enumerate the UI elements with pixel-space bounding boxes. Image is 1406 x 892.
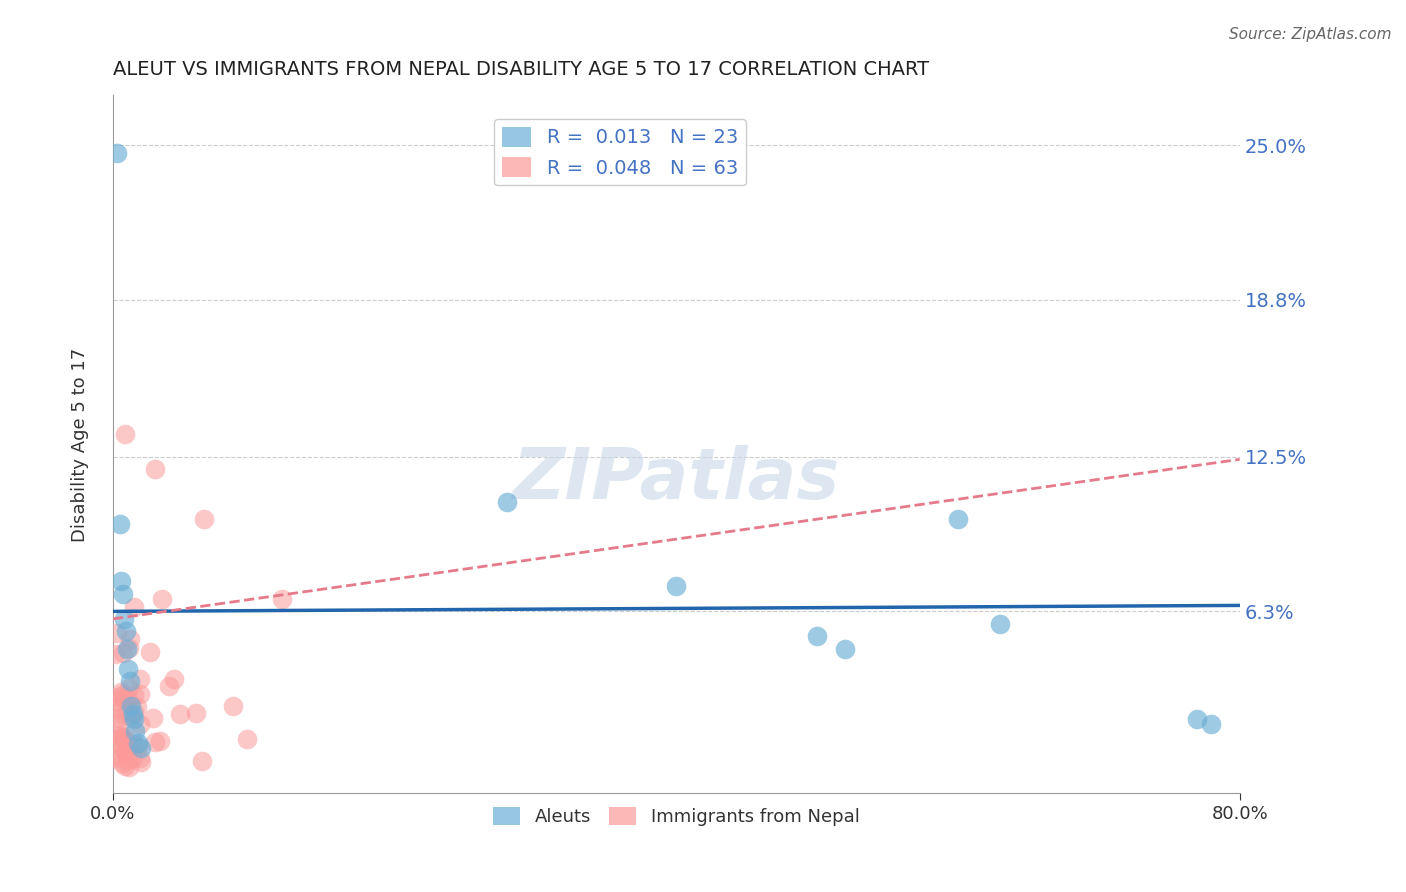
Point bbox=[114, 692, 136, 706]
Point bbox=[108, 731, 131, 745]
Point bbox=[118, 681, 141, 696]
Point bbox=[110, 730, 132, 744]
Point bbox=[121, 751, 143, 765]
Point bbox=[105, 145, 128, 160]
Point bbox=[127, 700, 149, 714]
Point bbox=[665, 579, 688, 593]
Point bbox=[111, 756, 134, 770]
Point bbox=[129, 755, 152, 769]
Point bbox=[108, 728, 131, 742]
Point bbox=[127, 739, 149, 753]
Point bbox=[117, 706, 139, 720]
Point bbox=[163, 672, 186, 686]
Point bbox=[114, 758, 136, 772]
Point bbox=[118, 674, 141, 689]
Point bbox=[118, 641, 141, 656]
Point bbox=[129, 672, 152, 686]
Point bbox=[124, 724, 146, 739]
Point bbox=[169, 706, 191, 721]
Point bbox=[111, 731, 134, 746]
Point bbox=[115, 693, 138, 707]
Point bbox=[114, 730, 136, 744]
Point bbox=[111, 688, 134, 702]
Point bbox=[191, 755, 214, 769]
Point bbox=[114, 426, 136, 441]
Point bbox=[129, 750, 152, 764]
Point bbox=[118, 760, 141, 774]
Point bbox=[149, 734, 172, 748]
Point bbox=[114, 744, 136, 758]
Point bbox=[104, 751, 127, 765]
Point bbox=[110, 738, 132, 752]
Point bbox=[110, 685, 132, 699]
Point bbox=[114, 734, 136, 748]
Point bbox=[112, 646, 135, 660]
Point bbox=[1201, 716, 1223, 731]
Point bbox=[270, 591, 292, 606]
Point bbox=[221, 699, 243, 714]
Point bbox=[142, 711, 165, 725]
Point bbox=[115, 691, 138, 706]
Point bbox=[122, 737, 145, 751]
Point bbox=[122, 599, 145, 614]
Point bbox=[117, 753, 139, 767]
Point bbox=[157, 679, 180, 693]
Point bbox=[988, 616, 1011, 631]
Point bbox=[129, 687, 152, 701]
Point bbox=[104, 694, 127, 708]
Point bbox=[108, 716, 131, 731]
Point bbox=[112, 612, 135, 626]
Point bbox=[110, 574, 132, 589]
Point bbox=[104, 647, 127, 661]
Point bbox=[121, 706, 143, 721]
Point bbox=[115, 641, 138, 656]
Point bbox=[122, 712, 145, 726]
Text: ALEUT VS IMMIGRANTS FROM NEPAL DISABILITY AGE 5 TO 17 CORRELATION CHART: ALEUT VS IMMIGRANTS FROM NEPAL DISABILIT… bbox=[112, 60, 929, 78]
Point bbox=[127, 737, 149, 751]
Point bbox=[122, 705, 145, 719]
Point bbox=[103, 747, 125, 762]
Point bbox=[107, 711, 129, 725]
Point bbox=[111, 587, 134, 601]
Point bbox=[121, 711, 143, 725]
Point bbox=[139, 645, 162, 659]
Point bbox=[120, 699, 142, 714]
Point bbox=[105, 700, 128, 714]
Point bbox=[118, 632, 141, 646]
Text: ZIPatlas: ZIPatlas bbox=[513, 445, 839, 514]
Point bbox=[128, 717, 150, 731]
Point bbox=[1187, 712, 1209, 726]
Point bbox=[129, 741, 152, 756]
Point bbox=[122, 688, 145, 702]
Point bbox=[105, 626, 128, 640]
Text: Source: ZipAtlas.com: Source: ZipAtlas.com bbox=[1229, 27, 1392, 42]
Point bbox=[108, 517, 131, 532]
Y-axis label: Disability Age 5 to 17: Disability Age 5 to 17 bbox=[72, 347, 89, 541]
Point bbox=[114, 624, 136, 639]
Legend: Aleuts, Immigrants from Nepal: Aleuts, Immigrants from Nepal bbox=[486, 799, 866, 833]
Point bbox=[186, 706, 208, 721]
Point bbox=[235, 731, 257, 746]
Point bbox=[117, 662, 139, 676]
Point bbox=[806, 629, 828, 643]
Point bbox=[115, 739, 138, 753]
Point bbox=[193, 512, 215, 526]
Point bbox=[145, 735, 167, 749]
Point bbox=[150, 591, 173, 606]
Point bbox=[107, 690, 129, 705]
Point bbox=[834, 641, 856, 656]
Point bbox=[143, 462, 166, 476]
Point bbox=[946, 512, 969, 526]
Point bbox=[112, 744, 135, 758]
Point bbox=[112, 708, 135, 723]
Point bbox=[496, 494, 519, 508]
